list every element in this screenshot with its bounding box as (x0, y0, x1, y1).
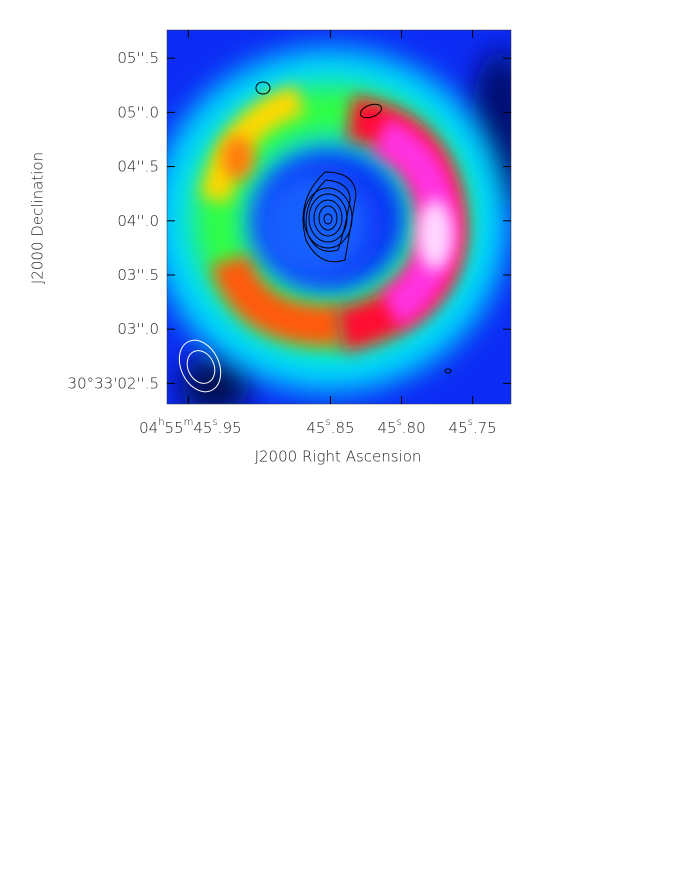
x-tick-label: 04h​55m​45s​.95 (139, 417, 241, 437)
x-axis-label: J2000 Right Ascension (255, 448, 422, 466)
beam (178, 339, 222, 393)
y-tick-label: 05''.5 (117, 49, 159, 67)
y-tick-label: 03''.5 (117, 265, 159, 283)
y-tick-label: 05''.0 (117, 103, 159, 121)
x-tick-label: 45s​.75 (449, 417, 497, 437)
contours (255, 81, 452, 374)
y-tick-label: 03''.0 (117, 320, 159, 338)
y-tick-label: 04''.5 (117, 157, 159, 175)
x-tick-label: 45s​.80 (377, 417, 425, 437)
y-tick-label: 04''.0 (117, 211, 159, 229)
y-tick-label: 30°33'02''.5 (68, 374, 159, 392)
y-axis-label: J2000 Declination (29, 152, 47, 284)
x-tick-label: 45s​.85 (306, 417, 354, 437)
sky-image (167, 30, 511, 404)
plot-frame (166, 29, 512, 405)
